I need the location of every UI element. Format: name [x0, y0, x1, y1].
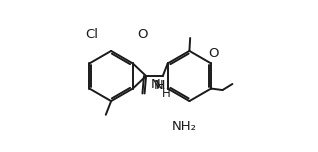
Text: Cl: Cl: [85, 28, 98, 41]
Text: H: H: [156, 79, 165, 92]
Text: NH₂: NH₂: [172, 120, 197, 133]
Text: O: O: [209, 47, 219, 60]
Text: H: H: [162, 87, 170, 100]
Text: N: N: [151, 78, 161, 91]
Text: N: N: [154, 79, 164, 92]
Text: O: O: [137, 28, 148, 41]
